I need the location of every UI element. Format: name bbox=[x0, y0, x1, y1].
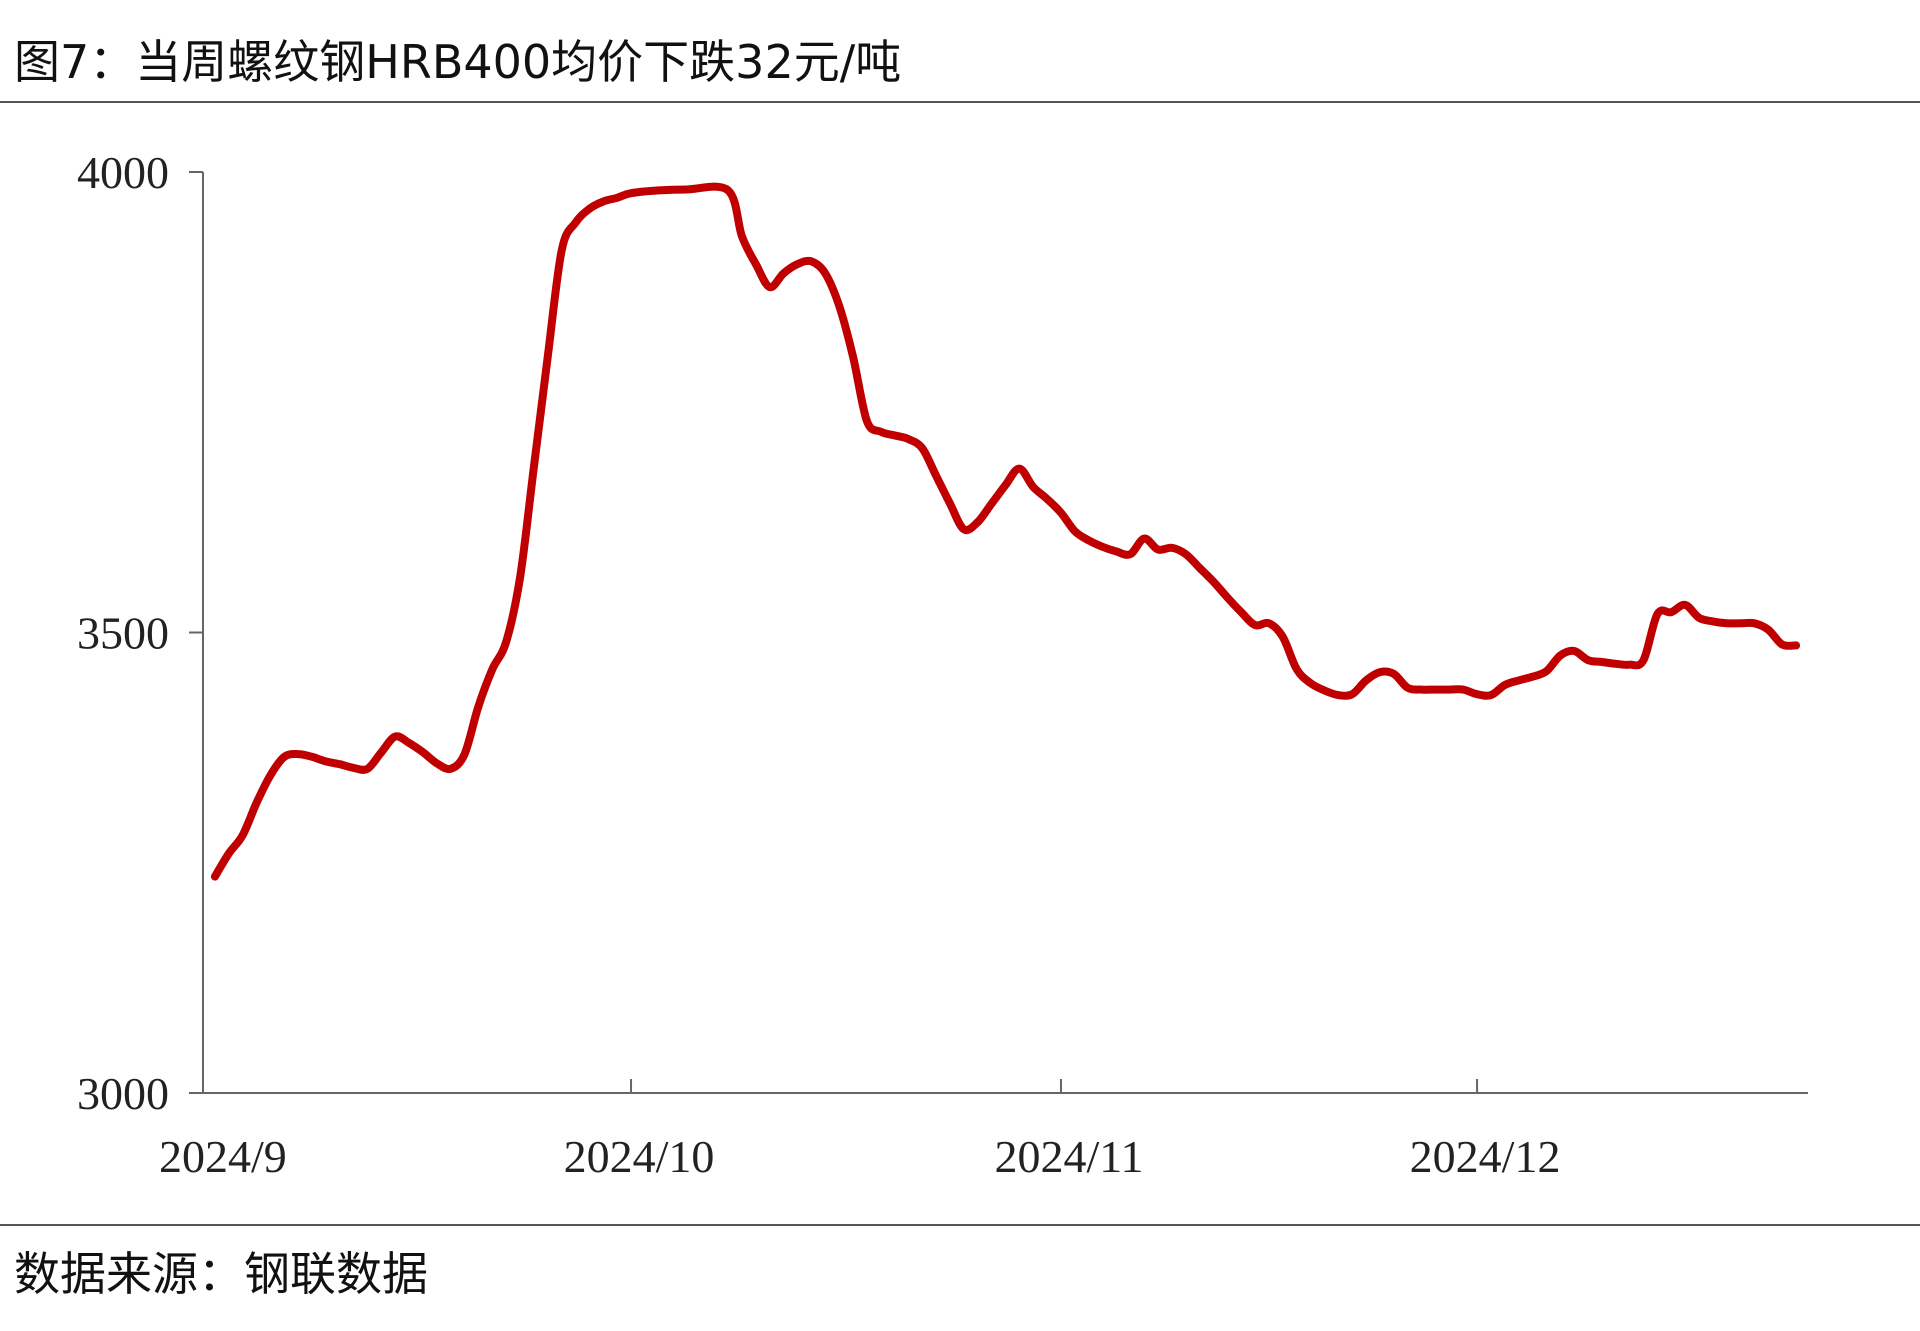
y-axis-ticks: 3000 3500 4000 bbox=[77, 147, 203, 1119]
x-axis-ticks: 2024/9 2024/10 2024/11 2024/12 bbox=[159, 1079, 1560, 1182]
y-tick-label: 4000 bbox=[77, 147, 169, 198]
x-tick-label: 2024/12 bbox=[1410, 1131, 1561, 1182]
source-note: 数据来源：钢联数据 bbox=[14, 1247, 428, 1301]
top-divider bbox=[0, 101, 1920, 103]
series-line bbox=[210, 182, 1801, 881]
chart-title: 图7：当周螺纹钢HRB400均价下跌32元/吨 bbox=[14, 35, 902, 89]
x-tick-label: 2024/10 bbox=[564, 1131, 715, 1182]
y-tick-label: 3000 bbox=[77, 1068, 169, 1119]
series-layer bbox=[210, 182, 1801, 881]
bottom-divider bbox=[0, 1224, 1920, 1226]
x-tick-label: 2024/9 bbox=[159, 1131, 287, 1182]
x-tick-label: 2024/11 bbox=[994, 1131, 1143, 1182]
y-tick-label: 3500 bbox=[77, 608, 169, 659]
